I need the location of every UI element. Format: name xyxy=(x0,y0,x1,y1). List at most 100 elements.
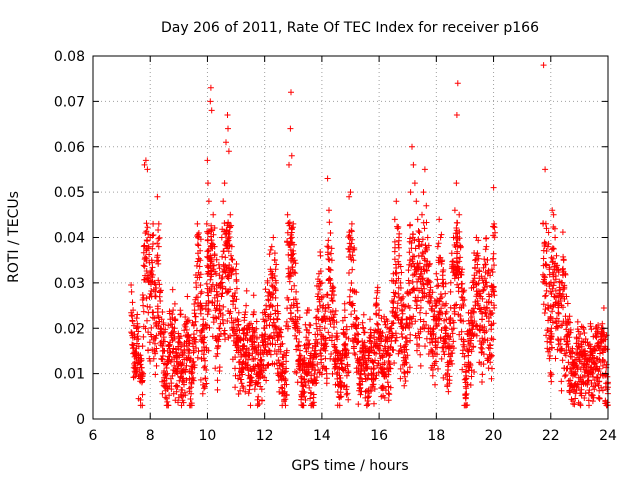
data-point xyxy=(137,361,144,368)
data-point xyxy=(442,280,449,287)
data-point xyxy=(316,286,323,293)
data-point xyxy=(282,402,289,409)
data-point xyxy=(558,387,565,394)
data-point xyxy=(237,376,244,383)
data-point xyxy=(442,290,449,297)
data-point xyxy=(599,387,606,394)
data-point xyxy=(211,243,218,250)
data-point xyxy=(139,292,146,298)
data-point xyxy=(182,392,189,399)
data-point xyxy=(266,251,273,258)
data-point xyxy=(557,298,564,304)
data-point xyxy=(451,310,458,317)
y-tick-label: 0.01 xyxy=(54,367,85,383)
data-point xyxy=(230,298,237,305)
data-point xyxy=(413,198,420,205)
data-point xyxy=(140,370,147,377)
data-point xyxy=(430,331,437,338)
data-point xyxy=(144,238,151,244)
data-point xyxy=(186,337,193,344)
data-point xyxy=(201,334,208,341)
data-point xyxy=(480,351,487,358)
data-point xyxy=(406,304,413,311)
data-point xyxy=(392,309,399,316)
data-point xyxy=(432,358,439,365)
data-point xyxy=(227,308,234,315)
data-point xyxy=(214,377,221,384)
data-point xyxy=(244,329,251,336)
data-point xyxy=(289,264,296,271)
data-point xyxy=(315,291,322,297)
data-point xyxy=(389,309,396,316)
data-point xyxy=(549,207,556,214)
data-point xyxy=(324,175,331,182)
data-point xyxy=(193,262,200,269)
data-point xyxy=(292,270,299,277)
data-point xyxy=(559,345,565,352)
data-point xyxy=(541,274,548,281)
data-point xyxy=(317,280,324,287)
data-point xyxy=(349,236,356,243)
data-point xyxy=(169,286,176,293)
data-point xyxy=(130,374,137,381)
data-point xyxy=(296,338,302,345)
data-point xyxy=(557,286,564,293)
data-point xyxy=(421,225,428,232)
data-point xyxy=(425,263,432,270)
data-points xyxy=(128,62,611,409)
data-point xyxy=(590,394,597,401)
data-point xyxy=(407,337,414,344)
data-point xyxy=(158,355,165,362)
data-point xyxy=(343,383,350,390)
data-point xyxy=(429,289,436,296)
data-point xyxy=(150,232,157,238)
data-point xyxy=(440,348,447,355)
data-point xyxy=(361,339,368,346)
data-point xyxy=(182,323,189,330)
data-point xyxy=(263,377,270,384)
data-point xyxy=(285,296,292,303)
data-point xyxy=(480,287,487,294)
data-point xyxy=(407,290,414,296)
data-point xyxy=(449,360,456,367)
data-point xyxy=(421,166,428,173)
data-point xyxy=(148,324,155,331)
data-point xyxy=(401,373,408,380)
data-point xyxy=(135,328,142,335)
data-point xyxy=(438,231,445,238)
data-point xyxy=(344,390,351,397)
data-point xyxy=(219,316,226,323)
data-point xyxy=(371,400,377,407)
data-point xyxy=(410,231,417,238)
data-point xyxy=(479,345,486,352)
data-point xyxy=(467,382,474,388)
data-point xyxy=(161,368,168,374)
data-point xyxy=(332,307,339,314)
data-point xyxy=(130,307,137,314)
data-point xyxy=(434,283,441,290)
data-point xyxy=(149,232,156,239)
data-point xyxy=(339,366,346,373)
data-point xyxy=(142,325,149,332)
data-point xyxy=(291,241,297,248)
data-point xyxy=(152,288,159,295)
data-point xyxy=(571,401,578,408)
data-point xyxy=(443,308,450,315)
data-point xyxy=(456,235,463,242)
y-tick-label: 0 xyxy=(76,412,85,428)
data-point xyxy=(163,365,170,371)
data-point xyxy=(392,269,399,276)
data-point xyxy=(554,324,561,331)
data-point xyxy=(447,353,454,360)
data-point xyxy=(179,360,186,367)
data-point xyxy=(177,307,184,314)
data-point xyxy=(220,303,227,310)
data-point xyxy=(455,274,462,281)
data-point xyxy=(346,293,353,300)
data-point xyxy=(419,211,425,218)
data-point xyxy=(420,263,427,270)
data-point xyxy=(147,290,154,297)
data-point xyxy=(169,348,176,355)
data-point xyxy=(128,329,135,336)
data-point xyxy=(156,281,163,288)
